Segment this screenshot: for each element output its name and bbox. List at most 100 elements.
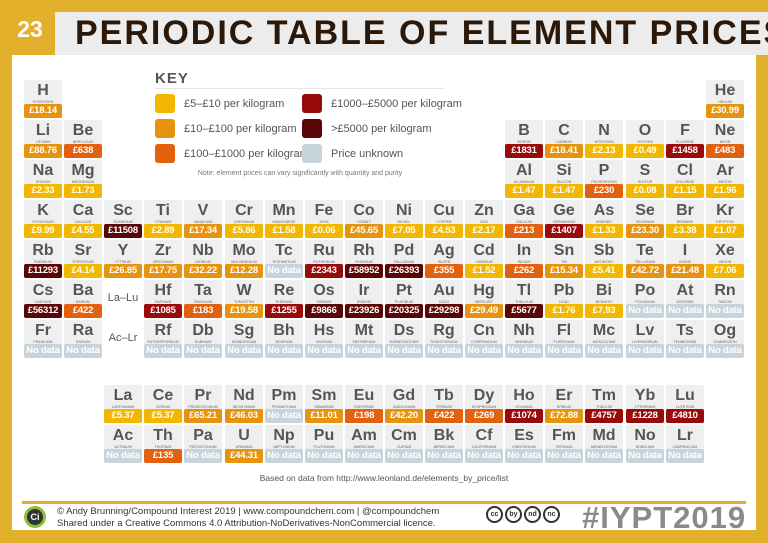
element-symbol: Ts [676, 322, 694, 339]
element-name: DUBNIUM [194, 340, 212, 344]
element-name: NOBELIUM [635, 445, 655, 449]
element-symbol: Rf [154, 322, 172, 339]
element-name: ARGON [718, 180, 732, 184]
element-symbol: Mg [71, 162, 95, 179]
element-price: No data [385, 344, 423, 358]
element-symbol: Re [273, 282, 295, 299]
element-in: In INDIUM £262 [505, 240, 543, 278]
element-price: £1.52 [465, 264, 503, 278]
element-er: Er ERBIUM £72.88 [545, 385, 583, 423]
element-price: £4.55 [64, 224, 102, 238]
element-pm: Pm PROMETHIUM No data [265, 385, 303, 423]
element-symbol: Be [72, 122, 94, 139]
element-name: NEON [719, 140, 731, 144]
creative-commons-badges: cc by nd nc [486, 506, 560, 523]
element-price: £12.28 [225, 264, 263, 278]
element-bk: Bk BERKELIUM No data [425, 425, 463, 463]
element-price: No data [706, 344, 744, 358]
element-price: No data [265, 264, 303, 278]
element-ne: Ne NEON £483 [706, 120, 744, 158]
element-symbol: He [714, 82, 736, 99]
element-symbol: Cs [32, 282, 54, 299]
element-name: HELIUM [718, 100, 732, 104]
element-name: CALIFORNIUM [471, 445, 497, 449]
element-name: PHOSPHORUS [591, 180, 617, 184]
element-price: No data [666, 344, 704, 358]
element-name: YTTERBIUM [634, 405, 656, 409]
element-price: £422 [425, 409, 463, 423]
element-name: IODINE [678, 260, 692, 264]
element-kr: Kr KRYPTON £1.07 [706, 200, 744, 238]
element-symbol: Zr [155, 242, 171, 259]
element-tc: Tc TECHNETIUM No data [265, 240, 303, 278]
element-name: ACTINIUM [114, 445, 132, 449]
element-symbol: Nh [513, 322, 535, 339]
element-br: Br BROMINE £3.38 [666, 200, 704, 238]
element-price: £65.21 [184, 409, 222, 423]
element-ag: Ag SILVER £355 [425, 240, 463, 278]
element-name: BISMUTH [595, 300, 613, 304]
element-symbol: Bi [596, 282, 612, 299]
element-name: POLONIUM [635, 300, 655, 304]
element-price: No data [585, 449, 623, 463]
element-bh: Bh BOHRIUM No data [265, 320, 303, 358]
element-no: No NOBELIUM No data [626, 425, 664, 463]
element-name: SODIUM [35, 180, 51, 184]
element-price: £42.20 [385, 409, 423, 423]
element-name: OSMIUM [316, 300, 332, 304]
element-symbol: Es [514, 427, 534, 444]
element-name: ALUMINIUM [513, 180, 535, 184]
element-mn: Mn MANGANESE £1.58 [265, 200, 303, 238]
element-name: CHLORINE [675, 180, 695, 184]
element-price: £4810 [666, 409, 704, 423]
element-name: URANIUM [235, 445, 253, 449]
element-name: LEAD [559, 300, 569, 304]
element-name: FLEROVIUM [553, 340, 575, 344]
element-name: SELENIUM [635, 220, 655, 224]
element-symbol: Mc [592, 322, 616, 339]
element-s: S SULFUR £0.08 [626, 160, 664, 198]
element-price: £4.53 [425, 224, 463, 238]
element-pd: Pd PALLADIUM £26393 [385, 240, 423, 278]
element-y: Y YTTRIUM £26.85 [104, 240, 142, 278]
key-swatch [155, 119, 175, 138]
element-price: £269 [465, 409, 503, 423]
element-price: No data [706, 304, 744, 318]
element-symbol: Mn [272, 202, 296, 219]
element-price: No data [465, 449, 503, 463]
element-name: RUTHERFORDIUM [147, 340, 179, 344]
key-swatch [302, 144, 322, 163]
element-symbol: Ir [358, 282, 370, 299]
credit-line-1: © Andy Brunning/Compound Interest 2019 |… [57, 506, 440, 517]
element-ho: Ho HOLMIUM £1074 [505, 385, 543, 423]
element-price: No data [184, 344, 222, 358]
element-symbol: Co [353, 202, 375, 219]
element-symbol: At [676, 282, 694, 299]
element-symbol: Cf [475, 427, 493, 444]
element-price: £1.96 [706, 184, 744, 198]
element-ru: Ru RUTHENIUM £2343 [305, 240, 343, 278]
element-lu: Lu LUTETIUM £4810 [666, 385, 704, 423]
credit-line-2: Shared under a Creative Commons 4.0 Attr… [57, 518, 436, 529]
element-name: NIOBIUM [195, 260, 211, 264]
element-ar: Ar ARGON £1.96 [706, 160, 744, 198]
element-price: £42.72 [626, 264, 664, 278]
element-p: P PHOSPHORUS £230 [585, 160, 623, 198]
element-price: No data [305, 344, 343, 358]
element-price: £44.31 [225, 449, 263, 463]
element-xe: Xe XENON £7.06 [706, 240, 744, 278]
element-name: RHODIUM [355, 260, 373, 264]
element-symbol: In [516, 242, 532, 259]
element-sg: Sg SEABORGIUM No data [225, 320, 263, 358]
element-symbol: Sr [74, 242, 92, 259]
element-symbol: Fm [552, 427, 576, 444]
element-symbol: Eu [353, 387, 375, 404]
element-name: BROMINE [676, 220, 694, 224]
element-name: MANGANESE [272, 220, 296, 224]
element-cr: Cr CHROMIUM £5.86 [225, 200, 263, 238]
element-price: £23926 [345, 304, 383, 318]
element-og: Og OGANESSON No data [706, 320, 744, 358]
element-name: LAWRENCIUM [672, 445, 698, 449]
element-symbol: Os [313, 282, 335, 299]
page-title: PERIODIC TABLE OF ELEMENT PRICES [75, 14, 768, 52]
